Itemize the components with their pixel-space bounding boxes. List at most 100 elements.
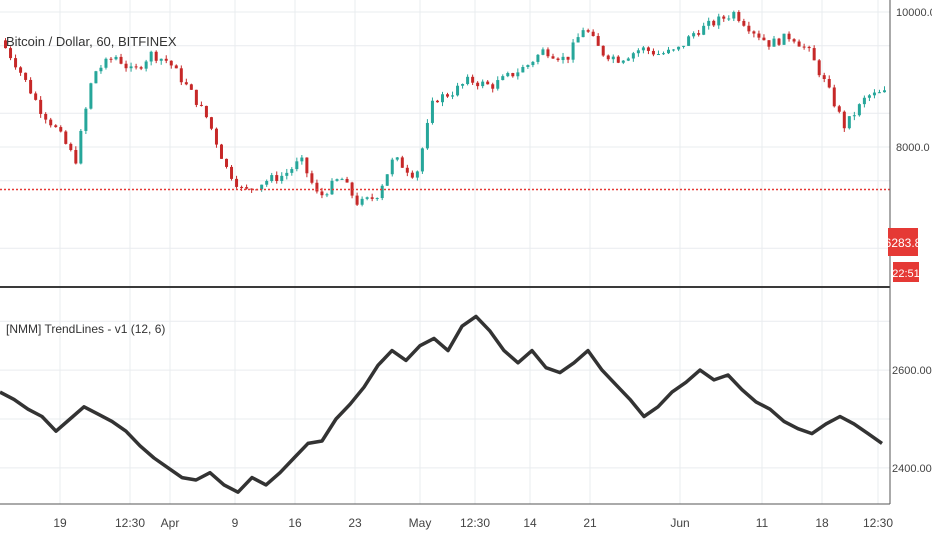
price-tick-label: 10000.0 [896, 7, 932, 19]
candle-body [732, 12, 736, 19]
candle-body [315, 182, 319, 192]
price-tick-label: 8000.0 [896, 142, 930, 154]
candle-body [345, 178, 349, 183]
candle-body [94, 71, 98, 84]
candle-body [265, 181, 269, 185]
candle-body [621, 60, 625, 63]
candle-body [772, 38, 776, 47]
candle-body [707, 20, 711, 26]
candle-body [777, 38, 781, 45]
candle-body [9, 48, 13, 59]
candle-body [109, 58, 113, 60]
candle-body [506, 73, 510, 77]
last-price-badge-bg [888, 228, 918, 256]
candle-body [305, 157, 309, 174]
candle-body [14, 58, 18, 68]
indicator-series-line [0, 314, 884, 494]
time-tick-label: 11 [756, 516, 769, 530]
candle-body [667, 49, 671, 54]
candle-body [782, 33, 786, 45]
candle-body [501, 76, 505, 81]
time-tick-label: 19 [53, 516, 67, 530]
price-pane[interactable]: Bitcoin / Dollar, 60, BITFINEX [0, 10, 890, 207]
candle-body [89, 83, 93, 109]
candle-body [471, 76, 475, 83]
last-price-label: 6283.8 [885, 236, 922, 250]
candle-body [260, 184, 264, 190]
indicator-pane[interactable]: [NMM] TrendLines - v1 (12, 6) [0, 314, 884, 494]
candle-body [174, 65, 178, 69]
candle-body [425, 122, 429, 149]
candle-body [245, 187, 249, 189]
candles [4, 10, 886, 207]
candle-body [797, 41, 801, 47]
candle-body [164, 58, 168, 61]
candle-body [34, 93, 38, 100]
candle-body [270, 175, 274, 182]
candle-body [204, 105, 208, 118]
candle-body [285, 172, 289, 176]
candle-body [54, 125, 58, 128]
candle-body [491, 84, 495, 89]
candle-body [225, 158, 229, 167]
candle-body [219, 144, 223, 159]
candle-body [692, 33, 696, 37]
candle-body [807, 46, 811, 49]
candle-body [240, 186, 244, 188]
candle-body [295, 161, 299, 170]
candle-body [521, 66, 525, 73]
candle-body [697, 33, 701, 35]
candle-body [400, 157, 404, 168]
candle-body [134, 66, 138, 68]
candle-body [641, 47, 645, 51]
time-tick-label: 12:30 [115, 516, 145, 530]
candle-body [139, 67, 143, 69]
candle-body [380, 185, 384, 199]
candle-body [822, 75, 826, 80]
candle-body [124, 63, 128, 69]
candle-body [466, 76, 470, 85]
candle-body [742, 20, 746, 26]
price-axis[interactable]: 8000.0 10000.0 2400.0000 2600.0000 [892, 7, 932, 475]
candle-body [410, 172, 414, 178]
time-tick-label: 21 [583, 516, 597, 530]
candle-body [616, 56, 620, 63]
candle-body [827, 79, 831, 88]
candle-body [591, 31, 595, 37]
candle-body [420, 148, 424, 172]
candle-body [154, 51, 158, 61]
candle-body [631, 53, 635, 59]
candle-body [877, 92, 881, 94]
candle-body [44, 113, 48, 120]
time-tick-label: 23 [348, 516, 362, 530]
candle-body [476, 82, 480, 87]
candle-body [74, 150, 78, 164]
indicator-tick-label: 2400.0000 [892, 463, 932, 475]
candle-body [546, 49, 550, 57]
time-tick-label: 9 [232, 516, 239, 530]
candle-body [767, 40, 771, 47]
candle-body [451, 95, 455, 97]
candle-body [250, 188, 254, 190]
candle-body [4, 40, 8, 49]
candle-body [737, 12, 741, 21]
candle-body [19, 67, 23, 73]
candle-body [747, 25, 751, 32]
candle-body [757, 33, 761, 38]
candle-body [672, 49, 676, 51]
candle-body [149, 51, 153, 62]
candle-body [802, 46, 806, 48]
time-axis[interactable]: 19 12:30 Apr 9 16 23 May 12:30 14 21 Jun 11 18 12:30 [53, 516, 893, 530]
time-tick-label: 16 [288, 516, 302, 530]
candle-body [214, 128, 218, 145]
candle-body [209, 117, 213, 129]
candle-body [872, 92, 876, 96]
candle-body [626, 58, 630, 61]
candle-body [169, 60, 173, 66]
candle-body [531, 61, 535, 66]
candle-body [606, 55, 610, 60]
candle-body [842, 111, 846, 129]
candle-body [275, 175, 279, 181]
candle-body [310, 173, 314, 183]
